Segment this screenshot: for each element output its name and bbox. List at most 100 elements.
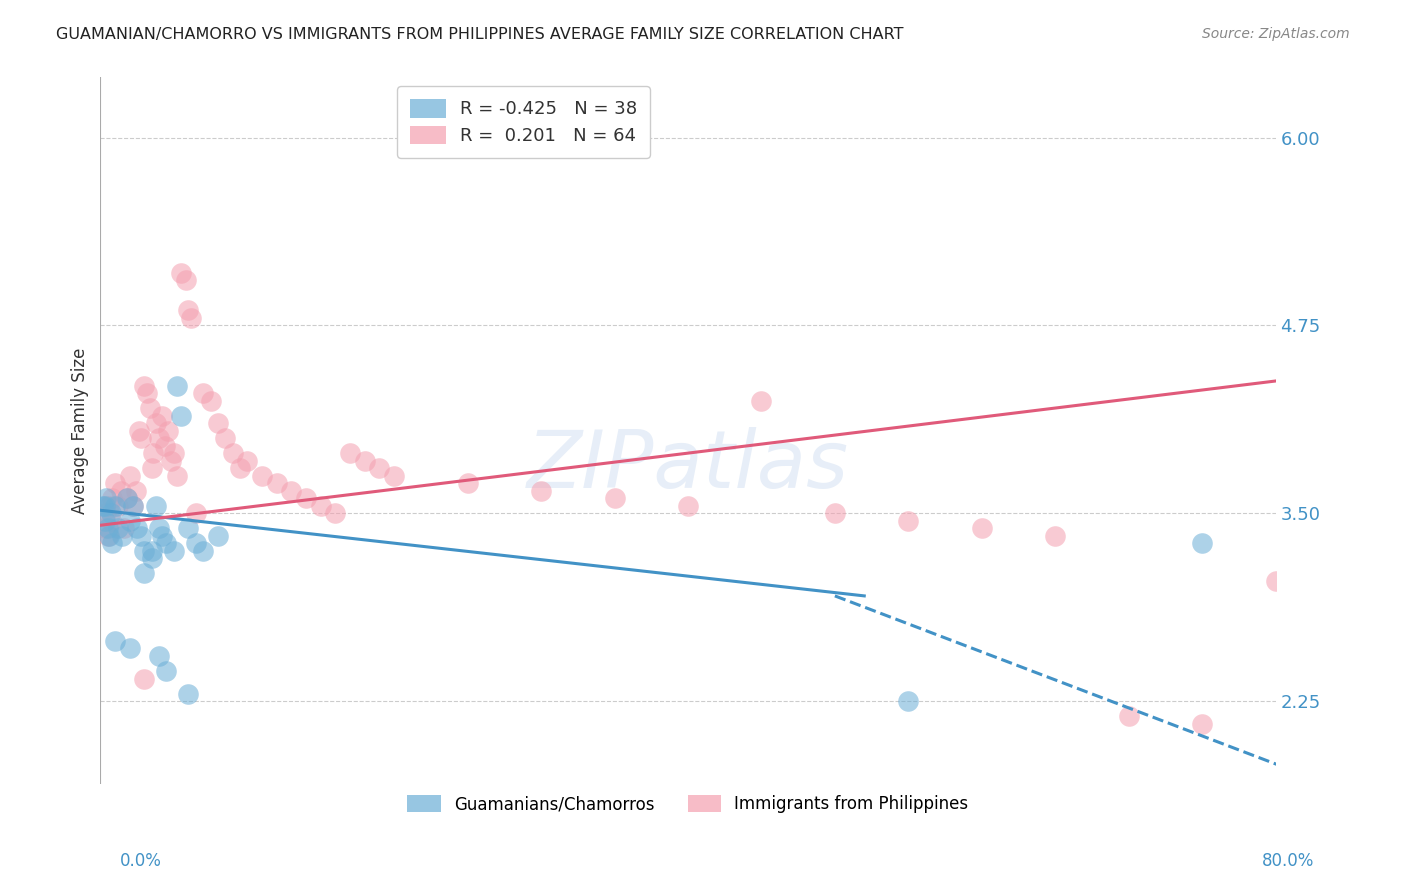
Point [101,491,124,506]
Point [124,483,146,498]
Point [112,521,135,535]
Point [368,461,391,475]
Point [107,499,129,513]
Point [824,506,846,520]
Point [177,687,200,701]
Point [94,514,117,528]
Point [530,483,553,498]
Point [200,393,222,408]
Point [163,543,186,558]
Point [193,543,215,558]
Point [603,491,626,506]
Point [236,453,259,467]
Point [136,386,159,401]
Point [121,499,143,513]
Point [184,536,207,550]
Point [110,483,132,498]
Point [141,461,163,475]
Point [170,409,193,423]
Text: 0.0%: 0.0% [120,852,162,870]
Point [1264,574,1286,588]
Point [221,446,243,460]
Point [160,453,183,467]
Point [111,529,134,543]
Point [166,378,188,392]
Point [177,521,200,535]
Text: GUAMANIAN/CHAMORRO VS IMMIGRANTS FROM PHILIPPINES AVERAGE FAMILY SIZE CORRELATIO: GUAMANIAN/CHAMORRO VS IMMIGRANTS FROM PH… [56,27,904,42]
Point [115,491,138,506]
Point [131,529,153,543]
Point [309,499,332,513]
Point [250,468,273,483]
Text: Source: ZipAtlas.com: Source: ZipAtlas.com [1202,27,1350,41]
Legend: Guamanians/Chamorros, Immigrants from Philippines: Guamanians/Chamorros, Immigrants from Ph… [395,783,980,825]
Point [155,536,177,550]
Point [104,476,127,491]
Point [148,431,170,445]
Point [166,468,188,483]
Point [1191,716,1213,731]
Point [184,506,207,520]
Point [457,476,479,491]
Text: 80.0%: 80.0% [1263,852,1315,870]
Point [91,499,114,513]
Point [207,416,229,430]
Point [104,634,127,648]
Point [134,566,156,581]
Point [94,521,117,535]
Point [141,543,163,558]
Point [207,529,229,543]
Point [118,514,141,528]
Point [170,266,193,280]
Point [121,499,143,513]
Point [295,491,318,506]
Point [150,529,173,543]
Point [174,273,197,287]
Point [751,393,773,408]
Point [94,499,117,513]
Point [163,446,186,460]
Point [180,310,202,325]
Point [131,431,153,445]
Point [134,378,156,392]
Point [156,424,179,438]
Point [155,664,177,678]
Point [280,483,302,498]
Point [101,536,124,550]
Point [96,506,118,520]
Point [339,446,361,460]
Point [1118,709,1140,723]
Point [266,476,288,491]
Point [100,514,122,528]
Point [139,401,162,415]
Point [142,446,165,460]
Point [145,416,167,430]
Point [153,439,176,453]
Point [897,694,920,708]
Point [98,499,121,513]
Point [676,499,699,513]
Point [193,386,215,401]
Point [100,506,122,520]
Point [382,468,405,483]
Point [1191,536,1213,550]
Point [107,521,129,535]
Point [325,506,347,520]
Point [229,461,252,475]
Point [177,303,200,318]
Y-axis label: Average Family Size: Average Family Size [72,347,89,514]
Point [897,514,920,528]
Point [1045,529,1067,543]
Point [970,521,993,535]
Text: ZIPatlas: ZIPatlas [527,427,849,505]
Point [115,491,138,506]
Point [353,453,375,467]
Point [141,551,163,566]
Point [214,431,236,445]
Point [118,641,141,656]
Point [97,521,120,535]
Point [128,424,150,438]
Point [150,409,173,423]
Point [97,529,120,543]
Point [134,672,156,686]
